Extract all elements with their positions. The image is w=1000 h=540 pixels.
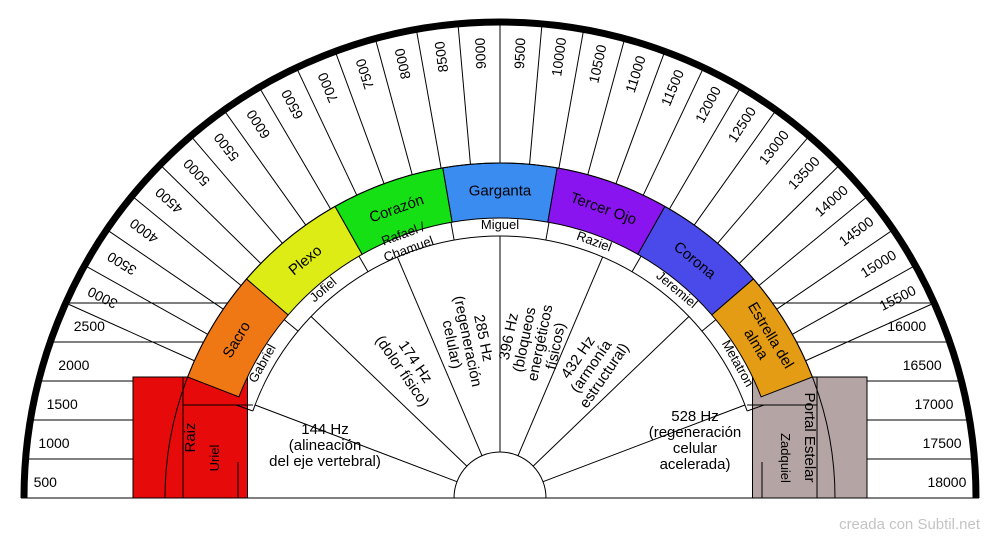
chakra-ring: Raiz Portal EstelarSacroPlexoCorazónGarga…: [132, 162, 868, 499]
watermark-text: creada con Subtil.net: [839, 516, 980, 533]
frequency-label: 10000: [548, 36, 569, 77]
frequency-label: 18000: [927, 474, 966, 490]
frequency-label: 16500: [903, 357, 942, 373]
archangel-label: Zadquiel: [778, 433, 793, 483]
frequency-label: 16000: [887, 318, 926, 334]
solfeggio-label: 144 Hz (alineación del eje vertebral): [269, 421, 381, 470]
center-hub: [453, 451, 547, 499]
frequency-label: 1000: [38, 435, 69, 451]
chakra-label: Garganta: [469, 183, 532, 200]
frequency-label: 500: [34, 474, 58, 490]
frequency-label: 8500: [431, 40, 451, 73]
outer-rim: [20, 18, 980, 499]
frequency-label: 9500: [511, 37, 528, 69]
solfeggio-sectors: 144 Hz (alineación del eje vertebral)174 H…: [183, 235, 817, 499]
chart-outline: [20, 18, 980, 499]
frequency-label: 9000: [472, 37, 489, 69]
frequency-label: 2500: [74, 318, 105, 334]
frequency-label: 2000: [58, 357, 89, 373]
frequency-label: 17500: [923, 435, 962, 451]
frequency-label: 17000: [914, 396, 953, 412]
frequency-label: 1500: [47, 396, 78, 412]
chakra-label: Raiz: [182, 422, 199, 452]
chakra-label: Portal Estelar: [801, 392, 818, 482]
archangel-label: Miguel: [481, 217, 519, 232]
solfeggio-label: 396 Hz(bloqueosenergéticosfísicos): [493, 297, 572, 386]
frequency-label: 8000: [391, 47, 413, 81]
archangel-label: Uriel: [207, 445, 222, 472]
solfeggio-label: 528 Hz (regeneración celular acelerada): [649, 408, 742, 473]
